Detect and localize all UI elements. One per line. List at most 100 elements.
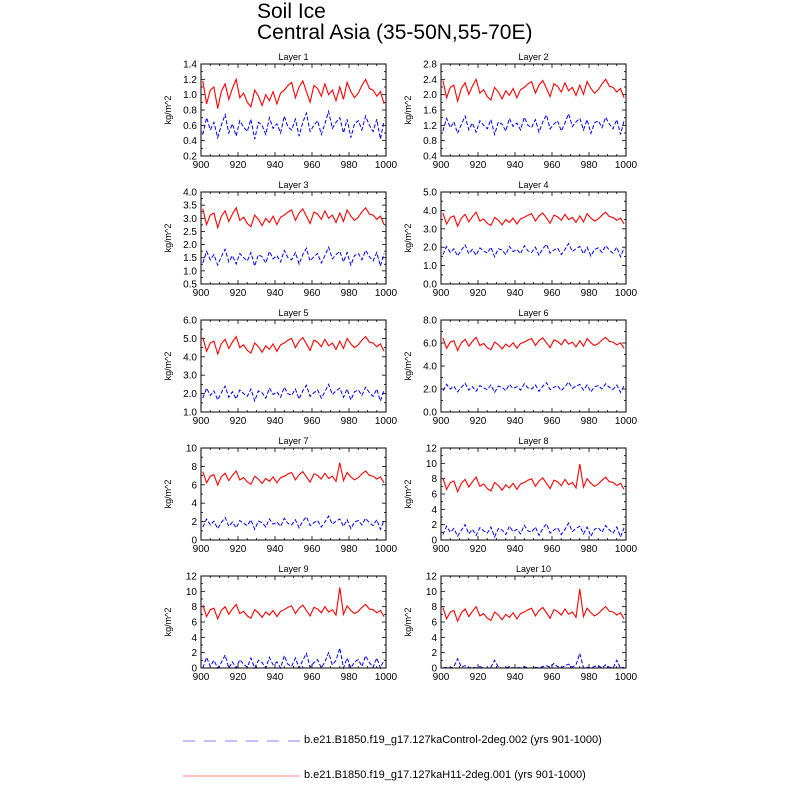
panel-title: Layer 1: [278, 52, 308, 62]
y-tick-label: 4.0: [423, 362, 437, 373]
x-tick-label: 900: [193, 416, 210, 427]
y-tick-label: 2.0: [183, 240, 197, 251]
y-axis-label: kg/m^2: [403, 480, 413, 509]
y-tick-label: 8: [431, 474, 437, 485]
panel-6: Layer 6 kg/m^2 900 920 940 960 980 1000 0.0 2.0 4.…: [403, 308, 638, 427]
series-h11-line: [202, 77, 385, 109]
y-axis-label: kg/m^2: [163, 352, 173, 381]
x-tick-label: 900: [193, 288, 210, 299]
panel-10: Layer 10 kg/m^2 900 920 940 960 980 1000 0 2 4 6 8 10…: [403, 564, 638, 683]
series-control-line: [442, 112, 625, 137]
legend-label-control: b.e21.B1850.f19_g17.127kaControl-2deg.00…: [304, 734, 602, 746]
x-tick-label: 920: [470, 288, 487, 299]
y-tick-label: 0.4: [423, 152, 437, 163]
panel-1: Layer 1 kg/m^2 900 920 940 960 980 1000 0.2 0.4 0.…: [163, 52, 398, 171]
x-tick-label: 940: [267, 672, 284, 683]
x-tick-label: 960: [304, 544, 321, 555]
x-tick-label: 960: [304, 288, 321, 299]
y-axis-label: kg/m^2: [163, 480, 173, 509]
x-tick-label: 1000: [375, 160, 398, 171]
x-tick-label: 960: [304, 416, 321, 427]
series-control-line: [442, 242, 625, 259]
y-tick-label: 6.0: [423, 339, 437, 350]
y-tick-label: 8: [191, 602, 197, 613]
x-tick-label: 900: [433, 160, 450, 171]
series-control-line: [202, 647, 385, 670]
y-tick-label: 2: [191, 517, 197, 528]
y-tick-label: 1.0: [183, 266, 197, 277]
series-control-line: [442, 381, 625, 394]
y-tick-label: 3.0: [423, 224, 437, 235]
x-tick-label: 920: [470, 416, 487, 427]
x-tick-label: 980: [581, 416, 598, 427]
panel-title: Layer 8: [518, 436, 548, 446]
y-tick-label: 2: [431, 648, 437, 659]
series-h11-line: [442, 211, 625, 228]
chart-title: Soil Ice: [257, 0, 326, 23]
y-tick-label: 4: [431, 633, 437, 644]
x-tick-label: 1000: [615, 544, 638, 555]
panel-title: Layer 3: [278, 180, 308, 190]
panel-8: Layer 8 kg/m^2 900 920 940 960 980 1000 0 2 4 6 8 10 1…: [403, 436, 638, 555]
y-axis-label: kg/m^2: [403, 352, 413, 381]
y-tick-label: 6: [191, 618, 197, 629]
y-tick-label: 5.0: [183, 334, 197, 345]
panel-9: Layer 9 kg/m^2 900 920 940 960 980 1000 0 2 4 6 8 10 1…: [163, 564, 398, 683]
x-tick-label: 980: [581, 544, 598, 555]
y-tick-label: 6: [431, 490, 437, 501]
x-tick-label: 920: [230, 672, 247, 683]
x-tick-label: 940: [507, 160, 524, 171]
y-tick-label: 3.0: [183, 371, 197, 382]
y-tick-label: 1.0: [423, 261, 437, 272]
x-tick-label: 1000: [615, 416, 638, 427]
panel-frame: [200, 447, 387, 541]
y-tick-label: 1.2: [183, 75, 197, 86]
x-tick-label: 940: [267, 416, 284, 427]
x-tick-label: 920: [230, 544, 247, 555]
y-tick-label: 0.8: [423, 136, 437, 147]
y-axis-label: kg/m^2: [163, 608, 173, 637]
y-tick-label: 10: [186, 587, 198, 598]
series-h11-line: [442, 588, 625, 623]
y-axis-label: kg/m^2: [163, 96, 173, 125]
x-tick-label: 960: [544, 672, 561, 683]
y-tick-label: 2.8: [423, 60, 437, 71]
panel-title: Layer 6: [518, 308, 548, 318]
y-tick-label: 12: [426, 444, 438, 455]
panel-title: Layer 2: [518, 52, 548, 62]
x-tick-label: 980: [581, 288, 598, 299]
y-tick-label: 10: [426, 587, 438, 598]
y-tick-label: 0: [191, 536, 197, 547]
y-axis-label: kg/m^2: [403, 608, 413, 637]
x-tick-label: 1000: [375, 672, 398, 683]
x-tick-label: 940: [507, 416, 524, 427]
y-tick-label: 1.0: [183, 90, 197, 101]
x-tick-label: 960: [544, 160, 561, 171]
y-tick-label: 0.2: [183, 152, 197, 163]
y-tick-label: 10: [186, 444, 198, 455]
panel-frame: [440, 319, 627, 413]
panel-frame: [200, 63, 387, 157]
y-tick-label: 4: [191, 633, 197, 644]
panel-7: Layer 7 kg/m^2 900 920 940 960 980 1000 0 2 4 6 8 10: [163, 436, 398, 555]
x-tick-label: 920: [230, 288, 247, 299]
y-tick-label: 0.0: [423, 408, 437, 419]
x-tick-label: 980: [341, 160, 358, 171]
y-tick-label: 1.5: [183, 253, 197, 264]
panel-frame: [200, 575, 387, 669]
y-tick-label: 8: [431, 602, 437, 613]
x-tick-label: 940: [507, 544, 524, 555]
series-control-line: [442, 651, 625, 669]
x-tick-label: 900: [193, 160, 210, 171]
series-h11-line: [442, 464, 625, 494]
x-tick-label: 1000: [375, 544, 398, 555]
y-axis-label: kg/m^2: [163, 224, 173, 253]
y-tick-label: 8.0: [423, 316, 437, 327]
y-tick-label: 2.0: [423, 243, 437, 254]
x-tick-label: 960: [544, 544, 561, 555]
y-tick-label: 2.0: [423, 90, 437, 101]
x-tick-label: 940: [267, 288, 284, 299]
x-tick-label: 920: [470, 672, 487, 683]
